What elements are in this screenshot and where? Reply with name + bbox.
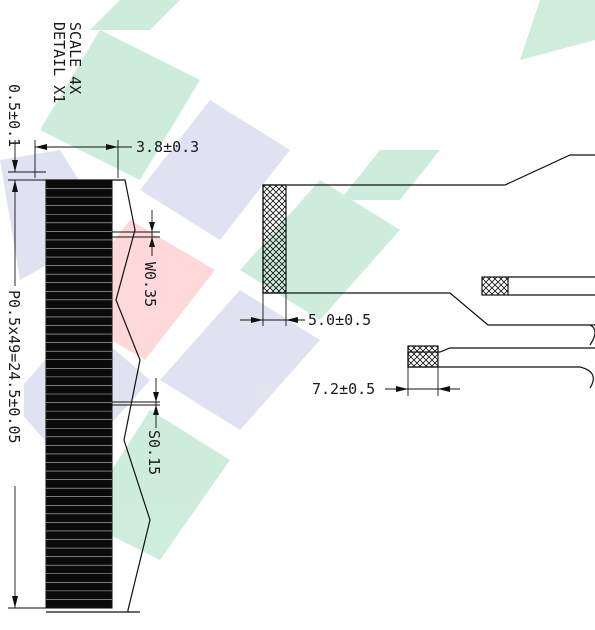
lower-tab-hatch [407,345,439,368]
middle-tab [481,276,595,296]
tab-length-dimension: 7.2±0.5 [312,367,460,398]
pitch-label: P0.5x49=24.5±0.05 [5,290,23,444]
top-offset-label: 0.5±0.1 [5,84,23,147]
watermark-green-diamond-1 [40,30,200,180]
top-offset-arrow [12,160,18,172]
lead-width-dimension: W0.35 [112,210,160,307]
lower-tab-right-curve [579,366,594,389]
width-dimension: 3.8±0.3 [34,138,199,178]
detail-line-1: DETAIL X1 [50,22,68,103]
lead-block [45,179,113,609]
stiffener-arrow-right [286,317,298,323]
detail-label: DETAIL X1 SCALE 4X [50,22,84,103]
pitch-text-gap [6,286,24,486]
pitch-arrow-top [12,180,18,192]
watermark-lavender-diamond-2 [160,290,320,430]
top-offset-dimension: 0.5±0.1 [5,84,46,173]
lead-space-dimension: S0.15 [112,378,163,475]
lead-space-arrow-bottom [153,405,159,415]
width-arrow-left [35,144,47,150]
stiffener-label: 5.0±0.5 [308,311,371,329]
width-label: 3.8±0.3 [136,138,199,156]
upper-tail [262,154,595,346]
upper-tail-right-curve [589,324,595,346]
lead-width-arrow-bottom [149,237,155,247]
connector-outline [46,179,151,613]
detail-line-2: SCALE 4X [66,22,84,94]
lower-tab [407,345,595,389]
lead-width-arrow-top [149,222,155,232]
pitch-arrow-bottom [12,596,18,608]
tab-length-label: 7.2±0.5 [312,380,375,398]
lead-separators [46,188,112,600]
stiffener-dimension: 5.0±0.5 [240,293,371,329]
width-arrow-right [106,144,118,150]
tab-length-arrow-left [396,386,408,392]
tab-length-arrow-right [438,386,450,392]
watermark-green-diamond-3 [80,410,230,560]
stiffener-hatch [262,184,287,294]
stiffener-arrow-left [251,317,263,323]
watermark-lavender-diamond-1 [140,100,290,240]
watermark-green-stroke-mid [340,150,440,200]
connector-outer-edge [46,179,151,612]
pitch-dimension: P0.5x49=24.5±0.05 [5,179,46,609]
lead-space-label: S0.15 [145,430,163,475]
watermark-green-stroke-right [520,0,595,60]
watermark-green-stroke-top [90,0,180,30]
lead-space-arrow-top [153,392,159,402]
lead-width-label: W0.35 [141,262,159,307]
middle-tab-hatch [481,276,509,296]
